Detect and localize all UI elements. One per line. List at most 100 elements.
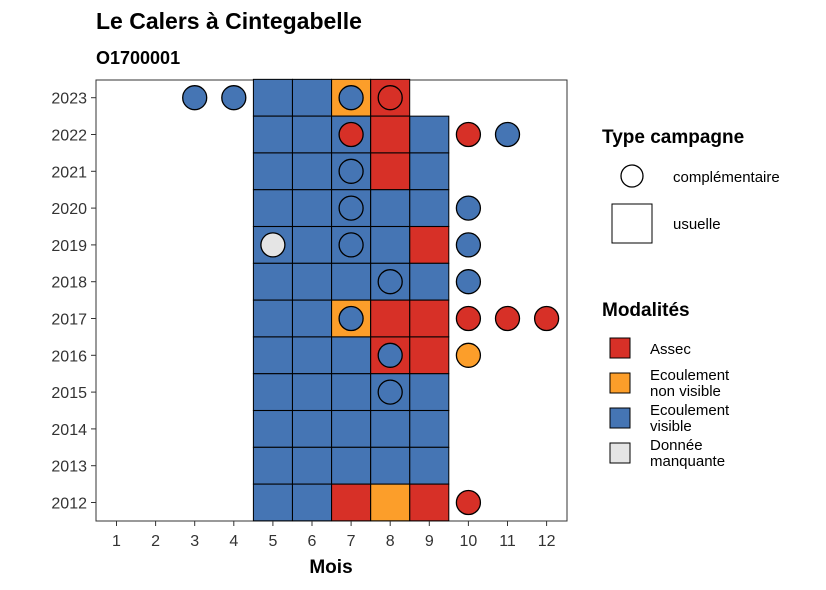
y-tick-label: 2013 (51, 459, 87, 476)
x-tick-label: 8 (386, 533, 395, 550)
cell-2014-9 (409, 410, 450, 448)
x-tick-label: 11 (499, 533, 516, 550)
point-2019-10 (455, 232, 482, 258)
legend-label-1-1: non visible (650, 383, 721, 400)
cell-2012-9 (409, 483, 450, 522)
cell-2014-5 (252, 410, 293, 448)
legend-swatch-0 (609, 337, 631, 359)
legend-circle-complementaire (620, 164, 644, 188)
legend-label-complementaire: complémentaire (673, 169, 780, 186)
cell-2022-9 (409, 115, 450, 154)
y-tick-label: 2019 (51, 238, 87, 255)
legend-label-1-0: Ecoulement (650, 367, 730, 384)
y-tick-label: 2017 (51, 312, 87, 329)
x-axis-title: Mois (309, 557, 352, 578)
cell-2020-9 (409, 189, 450, 227)
y-tick-label: 2022 (51, 128, 87, 145)
cell-2017-9 (409, 299, 450, 338)
cell-2021-9 (409, 152, 450, 191)
point-2020-10 (455, 195, 482, 221)
point-2012-10 (455, 489, 482, 516)
cell-2019-8 (370, 226, 411, 264)
point-2022-7 (338, 121, 364, 148)
cell-2023-5 (252, 78, 293, 117)
legend-label-2-0: Ecoulement (650, 402, 730, 419)
y-axis: 2012 2013 2014 2015 2016 2017 2018 2019 2020 2021… (51, 91, 96, 513)
legend-label-3-0: Donnée (650, 437, 703, 454)
cell-2019-9 (409, 226, 450, 264)
cell-2013-7 (331, 446, 372, 485)
cell-2016-6 (292, 336, 332, 375)
chart-title: Le Calers à Cintegabelle (96, 8, 362, 34)
legend-label-3-1: manquante (650, 453, 725, 470)
cell-2019-6 (292, 226, 332, 264)
cell-2017-8 (370, 299, 411, 338)
cell-2020-8 (370, 189, 411, 227)
point-2023-3 (182, 85, 208, 111)
x-tick-label: 10 (460, 533, 478, 550)
point-2022-10 (455, 121, 482, 148)
point-2017-7 (338, 305, 364, 332)
cell-2017-6 (292, 299, 332, 338)
y-tick-label: 2018 (51, 275, 87, 292)
cell-2017-5 (252, 299, 293, 338)
cell-2015-9 (409, 373, 450, 411)
cell-2023-6 (292, 78, 332, 117)
cell-2012-8 (370, 483, 411, 522)
cell-2022-8 (370, 115, 411, 154)
cell-2014-6 (292, 410, 332, 448)
point-2016-10 (455, 342, 482, 368)
x-tick-label: 12 (538, 533, 556, 550)
chart-subtitle: O1700001 (96, 48, 180, 68)
x-tick-label: 3 (190, 533, 199, 550)
cell-2013-9 (409, 446, 450, 485)
point-2017-12 (533, 305, 560, 332)
y-tick-label: 2012 (51, 496, 87, 513)
point-2023-4 (221, 85, 247, 111)
cell-2013-8 (370, 446, 411, 485)
cell-2018-6 (292, 262, 332, 301)
point-2023-8 (377, 85, 403, 111)
legend-square-usuelle (611, 203, 653, 244)
cell-2016-9 (409, 336, 450, 375)
x-tick-label: 2 (151, 533, 160, 550)
point-2019-5 (260, 232, 286, 258)
cell-2015-5 (252, 373, 293, 411)
complementaire-points (182, 85, 560, 516)
cell-2020-6 (292, 189, 332, 227)
legend-modalites-title: Modalités (602, 300, 690, 321)
cell-2022-6 (292, 115, 332, 154)
point-2017-11 (494, 305, 521, 332)
point-2019-7 (338, 232, 364, 258)
point-2016-8 (377, 342, 403, 368)
cell-2013-6 (292, 446, 332, 485)
y-tick-label: 2014 (51, 422, 87, 439)
x-tick-label: 5 (268, 533, 277, 550)
y-tick-label: 2016 (51, 348, 87, 365)
cell-2016-5 (252, 336, 293, 375)
cell-2021-5 (252, 152, 293, 191)
cell-2018-7 (331, 262, 372, 301)
y-tick-label: 2020 (51, 201, 87, 218)
cell-2012-5 (252, 483, 293, 522)
point-2017-10 (455, 305, 482, 332)
cell-2015-7 (331, 373, 372, 411)
cell-2014-8 (370, 410, 411, 448)
x-tick-label: 4 (229, 533, 238, 550)
cell-2022-5 (252, 115, 293, 154)
point-2018-8 (377, 269, 403, 295)
cell-2012-7 (331, 483, 372, 522)
x-tick-label: 6 (308, 533, 317, 550)
y-tick-label: 2015 (51, 385, 87, 402)
legend-swatch-1 (609, 372, 631, 394)
x-tick-label: 9 (425, 533, 434, 550)
cell-2018-9 (409, 262, 450, 301)
legend-label-usuelle: usuelle (673, 216, 721, 233)
cell-2021-8 (370, 152, 411, 191)
y-tick-label: 2023 (51, 91, 87, 108)
cell-2018-5 (252, 262, 293, 301)
x-axis: 1 2 3 4 5 6 7 8 9 10 11 12 (112, 521, 556, 550)
legend-label-0: Assec (650, 341, 691, 358)
cell-2012-6 (292, 483, 332, 522)
